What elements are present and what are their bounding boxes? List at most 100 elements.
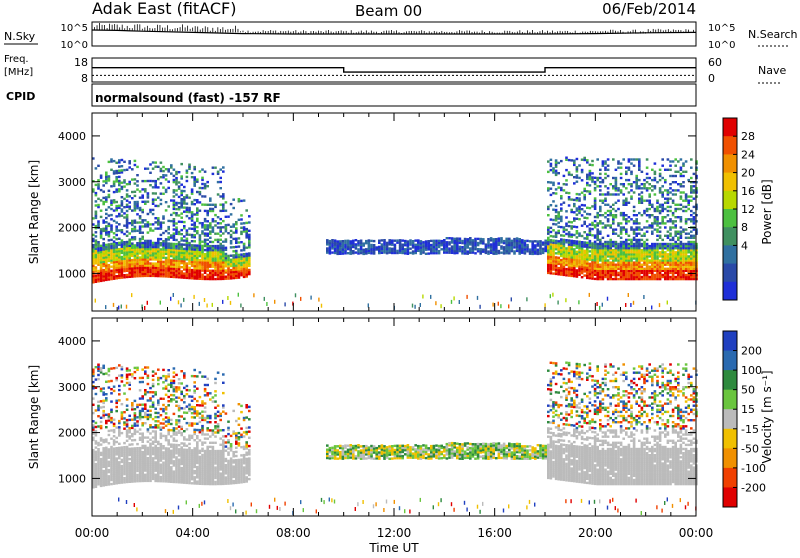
power-cell [594, 272, 597, 274]
power-colorbar-swatch [723, 173, 737, 192]
power-cell [560, 220, 563, 222]
power-cell [191, 263, 194, 265]
power-cell [661, 218, 664, 220]
power-cell [121, 202, 124, 204]
power-cell [607, 191, 610, 193]
power-cell [607, 210, 610, 212]
power-cell [238, 260, 241, 262]
power-cell [217, 253, 220, 255]
power-cell [573, 240, 576, 242]
power-cell [144, 168, 147, 170]
power-cell [563, 253, 566, 255]
power-cell [638, 264, 641, 266]
power-cell [630, 261, 633, 263]
power-cell [178, 221, 181, 223]
power-cell [186, 269, 189, 271]
power-cell [214, 206, 217, 208]
power-cell [659, 268, 662, 270]
power-cell [646, 181, 649, 183]
power-cell [594, 234, 597, 236]
power-cell [193, 259, 196, 261]
power-cell [685, 210, 688, 212]
power-cell [596, 278, 599, 280]
power-cell [664, 169, 667, 171]
velocity-cell [97, 483, 100, 485]
power-cell [147, 221, 150, 223]
power-cell [586, 207, 589, 209]
power-cell [134, 191, 137, 193]
power-cell [599, 177, 602, 179]
power-cell [238, 219, 241, 221]
power-cell [438, 250, 441, 252]
power-cell [110, 261, 113, 263]
power-cell [576, 218, 579, 220]
power-cell [193, 222, 196, 224]
power-cell [557, 211, 560, 213]
velocity-cell [128, 369, 131, 371]
power-cell [95, 246, 98, 248]
power-cell [108, 245, 111, 247]
power-cell [633, 231, 636, 233]
power-cell [552, 242, 555, 244]
power-cell [121, 250, 124, 252]
power-cell [674, 276, 677, 278]
power-cell [617, 278, 620, 280]
power-cell [651, 222, 654, 224]
power-cell [391, 242, 394, 244]
power-cell [628, 220, 631, 222]
power-cell [175, 270, 178, 272]
power-cell [617, 272, 620, 274]
power-cell [248, 246, 251, 248]
power-cell [102, 273, 105, 275]
power-cell [209, 226, 212, 228]
power-cell [635, 222, 638, 224]
power-cell [248, 263, 251, 265]
power-cell [604, 185, 607, 187]
power-cell [139, 248, 142, 250]
power-cell [635, 181, 638, 183]
power-cell [162, 217, 165, 219]
power-cell [175, 247, 178, 249]
power-cell [196, 209, 199, 211]
power-cell [170, 253, 173, 255]
velocity-cell [105, 426, 108, 428]
power-cell [191, 228, 194, 230]
power-cell [612, 214, 615, 216]
power-cell [648, 187, 651, 189]
power-cell [560, 245, 563, 247]
power-cell [199, 259, 202, 261]
power-scatter [477, 296, 478, 300]
power-cell [178, 251, 181, 253]
power-colorbar-tick-label: 16 [741, 185, 755, 198]
power-cell [565, 225, 568, 227]
power-cell [568, 198, 571, 200]
power-cell [687, 264, 690, 266]
power-cell [381, 239, 384, 241]
power-cell [144, 267, 147, 269]
power-cell [222, 241, 225, 243]
power-cell [521, 239, 524, 241]
power-cell [677, 216, 680, 218]
power-cell [573, 244, 576, 246]
power-cell [594, 241, 597, 243]
power-cell [459, 242, 462, 244]
power-cell [225, 230, 228, 232]
power-cell [625, 247, 628, 249]
power-cell [131, 209, 134, 211]
power-cell [513, 250, 516, 252]
velocity-cell [126, 466, 129, 468]
power-cell [547, 247, 550, 249]
velocity-cell [128, 388, 131, 390]
power-cell [407, 240, 410, 242]
power-cell [552, 258, 555, 260]
power-cell [175, 208, 178, 210]
power-cell [212, 228, 215, 230]
power-cell [680, 264, 683, 266]
power-cell [648, 208, 651, 210]
power-cell [568, 264, 571, 266]
power-cell [659, 169, 662, 171]
power-scatter [667, 301, 668, 305]
velocity-cell [115, 402, 118, 404]
power-cell [362, 253, 365, 255]
